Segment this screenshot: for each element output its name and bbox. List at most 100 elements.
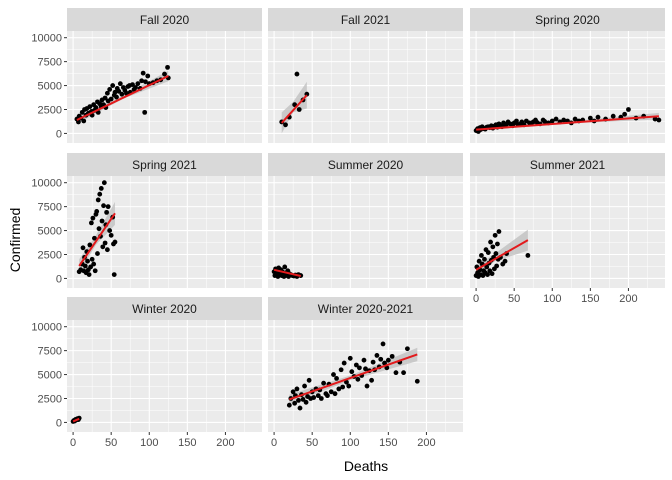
panel-background	[67, 320, 262, 432]
y-tick-label: 2500	[38, 104, 62, 116]
data-point	[384, 365, 390, 371]
fit-line	[76, 75, 169, 121]
y-tick-label: 5000	[38, 370, 62, 382]
data-point	[404, 346, 410, 352]
data-point	[357, 365, 362, 371]
y-tick-label: 5000	[38, 81, 62, 93]
facet-strip-label: Fall 2021	[341, 13, 391, 27]
data-point	[95, 197, 101, 203]
y-axis-title: Confirmed	[7, 208, 23, 273]
facet-panel: Winter 2020-2021 0 50 100 150 200	[268, 297, 463, 449]
data-point	[363, 366, 368, 372]
data-point	[108, 96, 114, 102]
data-point	[119, 91, 125, 97]
x-tick-label: 0	[70, 437, 76, 449]
data-point	[107, 228, 113, 233]
data-point	[139, 78, 145, 84]
data-point	[114, 94, 119, 100]
facet-strip	[268, 153, 463, 176]
data-point	[652, 116, 658, 122]
data-point	[549, 118, 555, 124]
data-point	[82, 263, 88, 269]
data-point	[485, 250, 491, 255]
data-point	[485, 272, 490, 277]
panel-background	[268, 31, 463, 143]
facet-strip-label: Winter 2020-2021	[318, 302, 414, 316]
data-point	[306, 377, 312, 383]
data-point	[97, 191, 103, 197]
data-point	[87, 242, 93, 248]
data-point	[502, 258, 508, 264]
fit-line	[273, 268, 301, 278]
data-point	[525, 253, 531, 258]
data-point	[104, 90, 110, 96]
data-point	[561, 117, 567, 123]
data-point	[86, 272, 92, 277]
data-point	[300, 397, 306, 402]
data-point	[92, 235, 97, 241]
facet-strip	[268, 8, 463, 31]
facet-panel: Spring 2020	[470, 8, 665, 143]
data-point	[101, 203, 106, 209]
data-point	[87, 104, 93, 110]
data-point	[344, 379, 349, 385]
data-point	[140, 70, 146, 76]
facet-strip	[67, 153, 262, 176]
data-point	[142, 109, 148, 115]
fit-line	[288, 353, 418, 401]
data-point	[93, 105, 99, 110]
data-point	[610, 113, 616, 119]
x-tick-label: 50	[508, 293, 520, 305]
x-tick-label: 150	[178, 437, 196, 449]
y-tick-label: 10000	[31, 33, 62, 45]
data-point	[116, 88, 122, 94]
data-point	[90, 215, 96, 221]
data-point	[165, 64, 170, 70]
y-tick-label: 5000	[38, 226, 62, 238]
facet-panel: Spring 2021 0 2500 5000 7500 10000	[31, 153, 262, 288]
data-point	[572, 116, 578, 122]
data-point	[283, 122, 288, 128]
data-point	[315, 393, 321, 399]
data-point	[553, 116, 559, 122]
panel-background	[268, 320, 463, 432]
data-point	[91, 261, 97, 267]
x-tick-label: 200	[216, 437, 234, 449]
x-tick-label: 150	[379, 437, 397, 449]
facet-strip-label: Spring 2020	[535, 13, 600, 27]
data-point	[145, 73, 151, 79]
fit-line	[280, 94, 308, 124]
data-point	[378, 356, 384, 362]
fit-line	[72, 417, 80, 423]
data-point	[346, 383, 352, 389]
data-point	[101, 180, 107, 186]
data-point	[100, 244, 106, 250]
data-point	[98, 186, 104, 191]
x-axis-title: Deaths	[344, 458, 388, 474]
data-point	[94, 209, 100, 214]
data-point	[495, 241, 500, 247]
data-point	[494, 263, 500, 269]
y-tick-label: 2500	[38, 249, 62, 261]
data-point	[325, 393, 330, 399]
data-point	[385, 357, 391, 363]
x-tick-label: 0	[271, 437, 277, 449]
data-point	[490, 244, 496, 250]
data-point	[294, 386, 300, 392]
y-tick-label: 10000	[31, 322, 62, 334]
data-point	[626, 107, 631, 112]
data-point	[302, 383, 307, 389]
data-point	[374, 353, 380, 358]
data-point	[80, 245, 86, 251]
x-tick-label: 50	[306, 437, 318, 449]
facet-strip	[470, 153, 665, 176]
data-point	[328, 389, 334, 395]
facet-strip-label: Summer 2020	[328, 158, 404, 172]
data-point	[622, 111, 628, 117]
facet-panel: Summer 2020	[268, 153, 463, 288]
data-point	[318, 396, 324, 401]
facet-strip	[67, 297, 262, 320]
data-point	[479, 253, 484, 258]
